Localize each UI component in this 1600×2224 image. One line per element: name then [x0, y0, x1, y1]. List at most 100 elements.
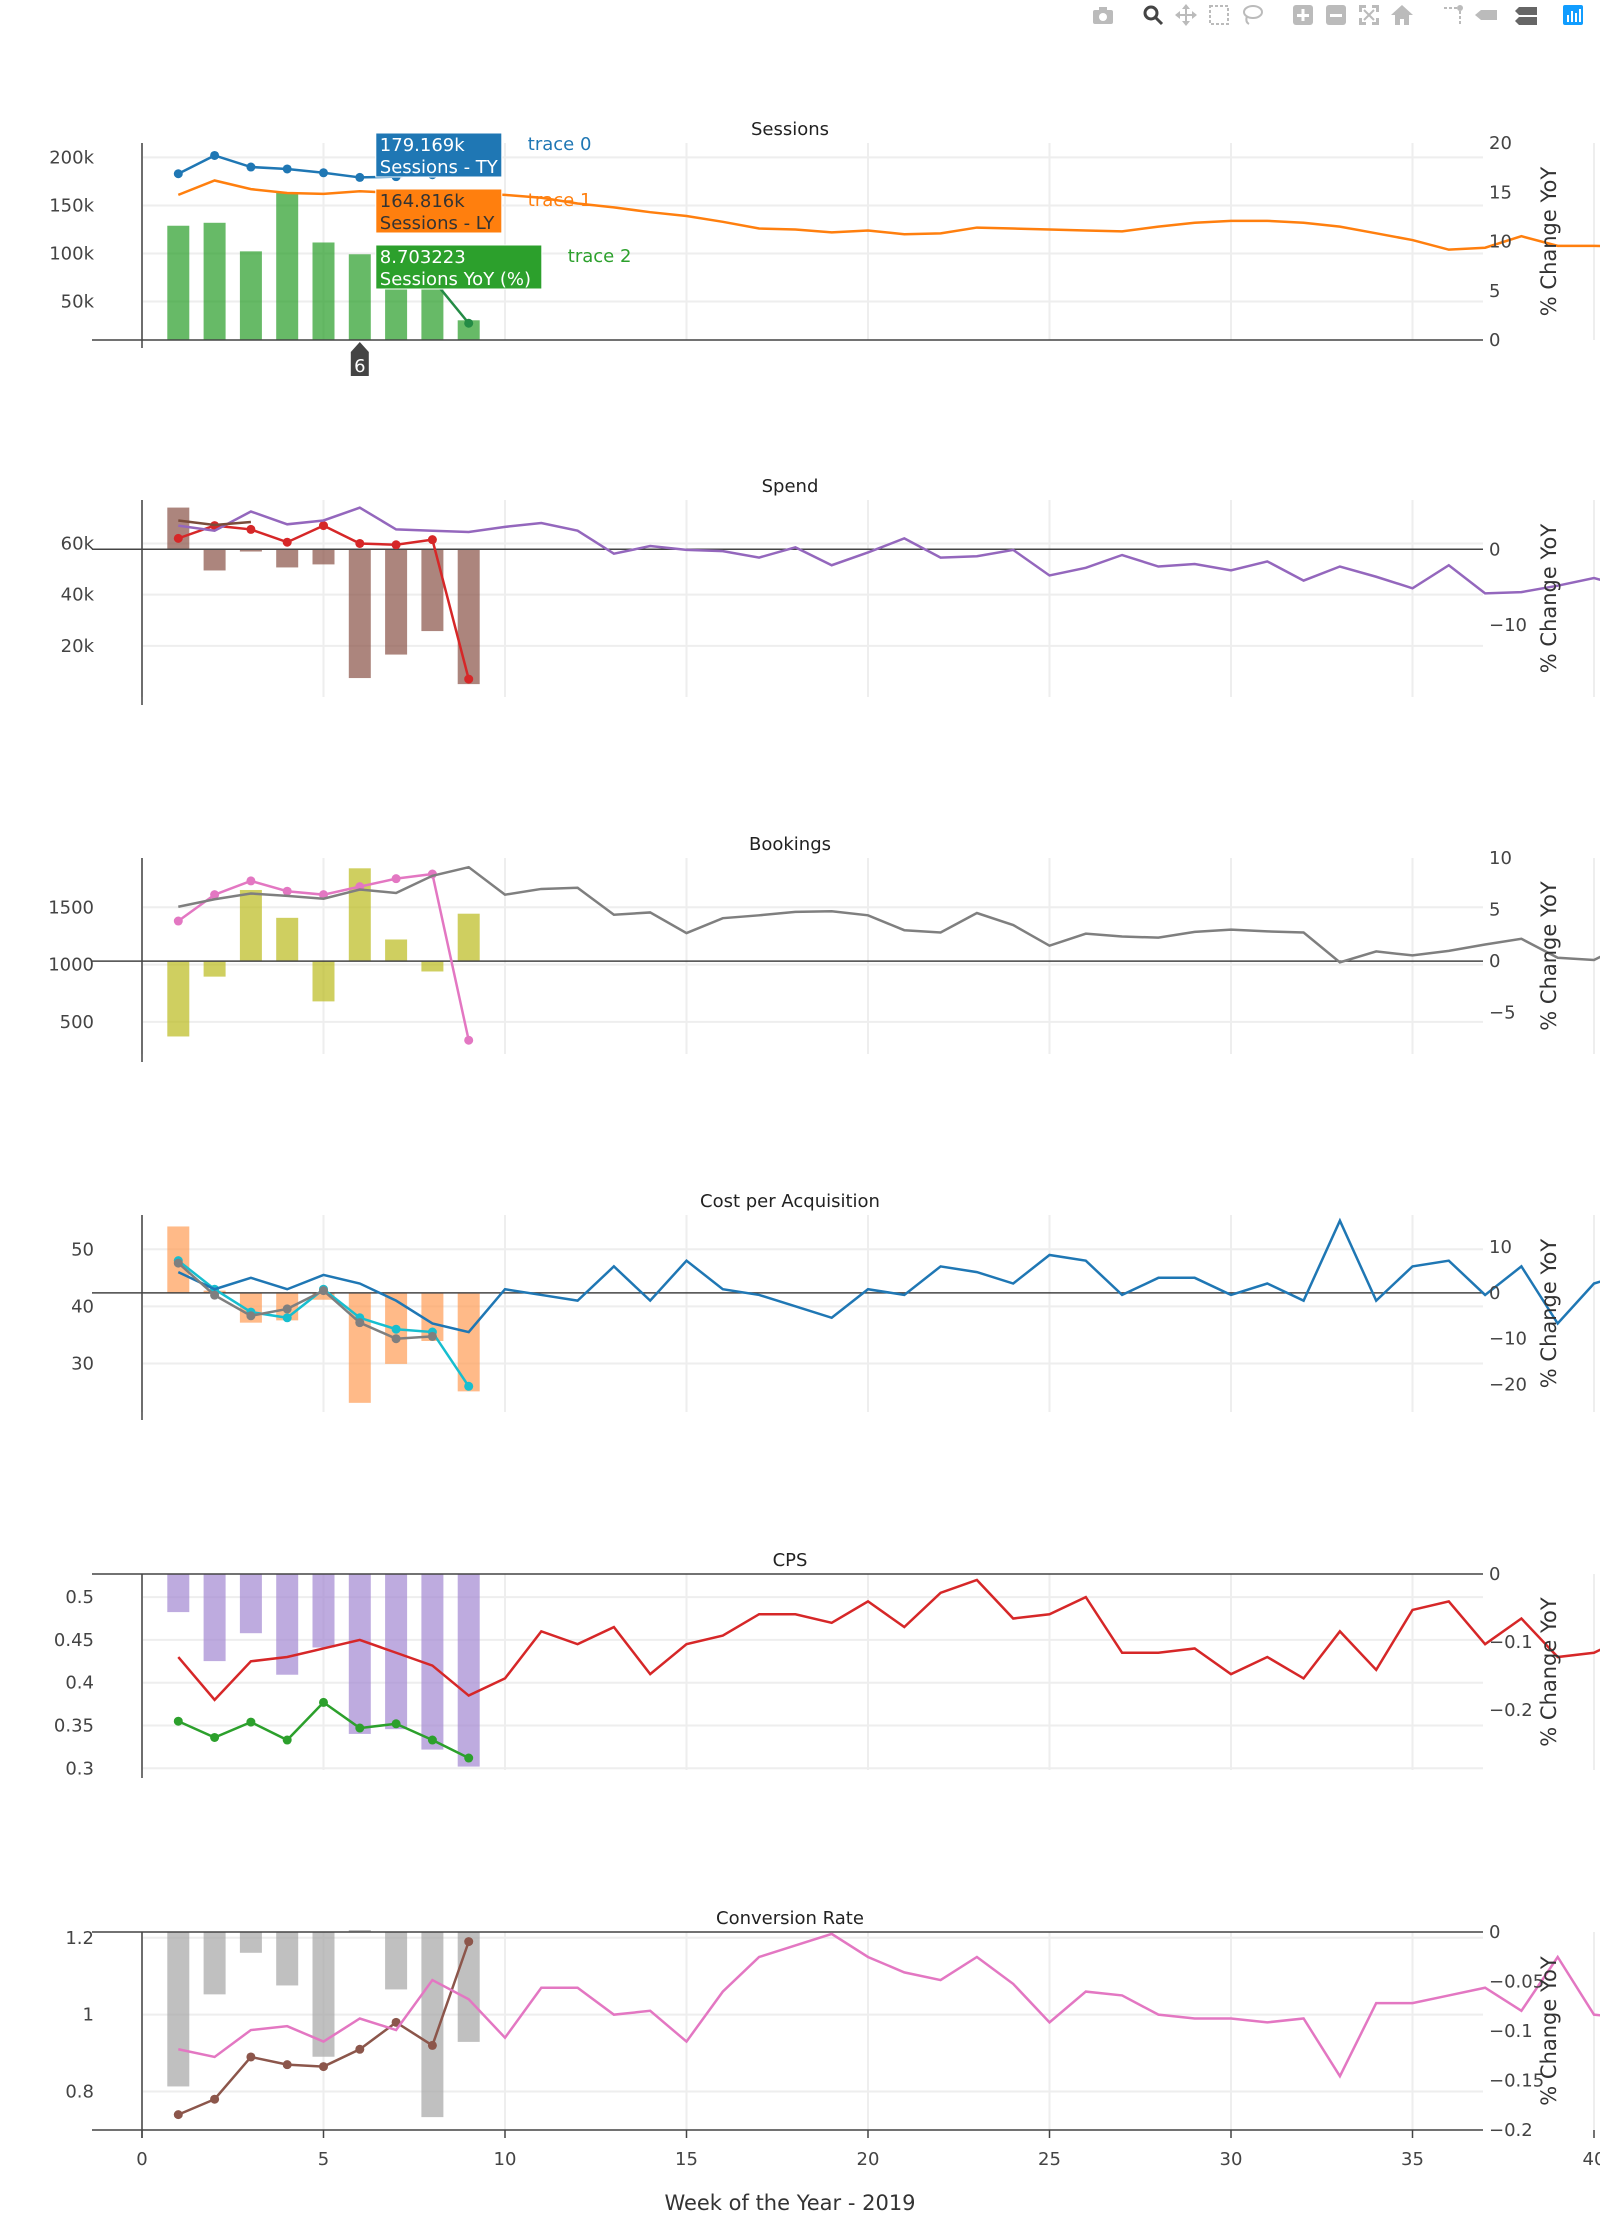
y2-tick-label: −0.2: [1489, 2120, 1533, 2141]
series-point: [173, 1258, 183, 1268]
series-point: [355, 2044, 365, 2054]
series-point: [464, 1035, 474, 1045]
bar: [167, 961, 190, 1037]
series-point: [246, 876, 256, 886]
bar: [457, 1292, 480, 1392]
camera-icon[interactable]: [1090, 2, 1116, 28]
lasso-select-icon[interactable]: [1239, 2, 1265, 28]
box-select-icon[interactable]: [1206, 2, 1232, 28]
panel-cps: CPS 0.3 0.35 0.4 0.45 0.5 −0.2 −0.1 0 % Change Yo…: [54, 1550, 1600, 1779]
y2-tick-label: 5: [1489, 900, 1500, 921]
hover-closest-icon[interactable]: [1473, 2, 1499, 28]
series-point: [246, 162, 256, 172]
series-point: [427, 2040, 437, 2050]
bar: [421, 549, 444, 632]
series-point: [173, 533, 183, 543]
bar: [421, 1932, 444, 2118]
plotly-logo-icon[interactable]: [1560, 2, 1586, 28]
series-point: [391, 874, 401, 884]
y-tick-label: 0.3: [65, 1758, 94, 1779]
y2-tick-label: 20: [1489, 133, 1512, 154]
series-point: [319, 1697, 328, 1707]
y2-axis-title: % Change YoY: [1537, 1239, 1561, 1389]
panel-conversion-rate: Conversion Rate 0.8 1 1.2 −0.2 −0.15 −0.1 −0.05…: [65, 1908, 1600, 2141]
series-point: [282, 1313, 292, 1323]
bar: [312, 242, 335, 340]
bar: [312, 1932, 335, 2057]
hover-series-name: Sessions - TY: [380, 157, 499, 178]
y-tick-label: 20k: [61, 636, 95, 657]
series-line: [177, 1262, 433, 1340]
series-line: [178, 519, 252, 527]
autoscale-icon[interactable]: [1356, 2, 1382, 28]
bar: [348, 254, 371, 340]
bar: [167, 225, 190, 340]
series-point: [210, 1732, 220, 1742]
bar: [203, 549, 226, 571]
y2-tick-label: 5: [1489, 281, 1500, 302]
bar: [457, 1932, 480, 2042]
panel-title: Conversion Rate: [716, 1908, 864, 1929]
series-point: [464, 1753, 474, 1763]
y2-tick-label: −0.05: [1489, 1972, 1544, 1993]
hover-x-flag: 6: [350, 342, 369, 377]
y2-axis-title: % Change YoY: [1537, 1956, 1561, 2106]
y-tick-label: 0.5: [65, 1587, 94, 1608]
bar: [239, 1932, 262, 1953]
y-tick-label: 0.35: [54, 1715, 94, 1736]
series-point: [319, 521, 328, 531]
y-tick-label: 100k: [49, 244, 94, 265]
bar: [385, 1932, 408, 1990]
panel-bookings: Bookings 500 1000 1500 −5 0 5 10 % Change YoY: [48, 834, 1600, 1062]
bar: [239, 549, 262, 552]
bar: [203, 1574, 226, 1662]
y2-tick-label: 10: [1489, 232, 1512, 253]
y-tick-label: 1500: [48, 897, 94, 918]
bar: [348, 549, 371, 679]
y2-tick-label: 0: [1489, 951, 1500, 972]
bar: [167, 507, 190, 550]
bar: [457, 320, 480, 340]
x-tick-label: 5: [318, 2149, 329, 2170]
series-point: [427, 1331, 437, 1341]
panel-title: Bookings: [749, 834, 831, 855]
series-point: [355, 1318, 365, 1328]
home-icon[interactable]: [1389, 2, 1415, 28]
bar: [239, 889, 262, 962]
series-point: [173, 2110, 183, 2120]
y2-axis-title: % Change YoY: [1537, 524, 1561, 674]
series-line: [177, 1217, 1600, 1334]
spike-lines-icon[interactable]: [1440, 2, 1466, 28]
bar: [312, 1574, 335, 1648]
hover-box: [375, 244, 543, 290]
bar: [421, 1574, 444, 1750]
hover-compare-icon[interactable]: [1513, 2, 1539, 28]
y-tick-label: 50: [71, 1239, 94, 1260]
panel-title: Cost per Acquisition: [700, 1191, 880, 1212]
x-tick-label: 30: [1220, 2149, 1243, 2170]
pan-icon[interactable]: [1173, 2, 1199, 28]
bar: [421, 961, 444, 972]
zoom-icon[interactable]: [1140, 2, 1166, 28]
series-point: [391, 540, 401, 550]
series-point: [282, 886, 292, 896]
bar: [348, 1292, 371, 1403]
y-tick-label: 0.45: [54, 1630, 94, 1651]
series-point: [355, 538, 365, 548]
series-point: [464, 674, 474, 684]
panel-title: Spend: [762, 476, 819, 497]
zoom-in-icon[interactable]: [1290, 2, 1316, 28]
bar: [203, 1932, 226, 1995]
series-point: [355, 1723, 365, 1733]
bar: [457, 1574, 480, 1767]
y2-tick-label: −0.1: [1489, 1632, 1533, 1653]
zoom-out-icon[interactable]: [1323, 2, 1349, 28]
x-tick-label: 20: [857, 2149, 880, 2170]
panel-title: Sessions: [751, 119, 829, 140]
hover-trace-name: trace 0: [528, 134, 592, 155]
y2-tick-label: 15: [1489, 182, 1512, 203]
hover-trace-name: trace 2: [568, 246, 632, 267]
